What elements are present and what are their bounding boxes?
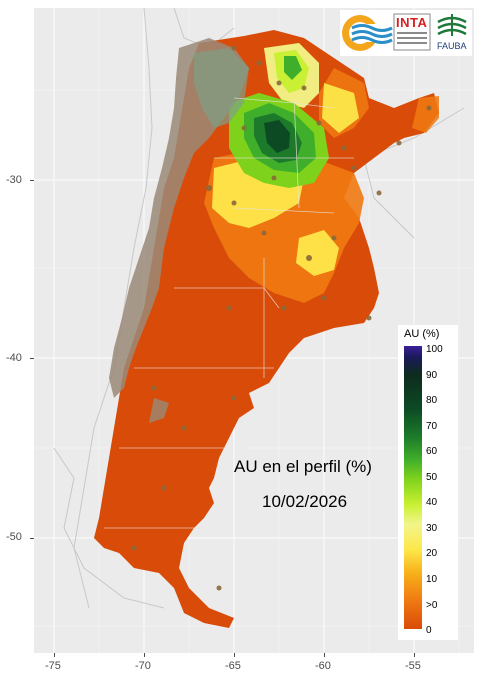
institution-logos: INTA FAUBA [340, 10, 472, 56]
legend-label: >0 [426, 600, 438, 611]
x-tick-label: -55 [405, 660, 421, 672]
legend-label: 50 [426, 472, 438, 483]
y-tick-mark [30, 180, 34, 181]
legend-label: 90 [426, 370, 438, 381]
logos-svg [342, 13, 468, 51]
y-tick-mark [30, 358, 34, 359]
province-borders [104, 97, 354, 529]
weather-stations [131, 45, 432, 591]
y-tick-label: -40 [6, 352, 22, 364]
inta-logo-text: INTA [396, 15, 428, 30]
y-tick-label: -50 [6, 531, 22, 543]
legend-label: 30 [426, 523, 438, 534]
x-tick-label: -60 [315, 660, 331, 672]
legend-color-bar [404, 346, 422, 629]
legend-label: 40 [426, 497, 438, 508]
legend-label: 100 [426, 344, 443, 355]
x-tick-mark [414, 653, 415, 657]
legend-label: 70 [426, 421, 438, 432]
legend-label: 60 [426, 446, 438, 457]
x-tick-label: -65 [225, 660, 241, 672]
x-tick-mark [144, 653, 145, 657]
x-tick-mark [54, 653, 55, 657]
x-tick-label: -70 [135, 660, 151, 672]
argentina-map [34, 8, 474, 653]
map-title: AU en el perfil (%) [234, 457, 372, 476]
legend-label: 80 [426, 395, 438, 406]
x-tick-mark [324, 653, 325, 657]
map-date: 10/02/2026 [262, 492, 348, 511]
legend-label: 20 [426, 548, 438, 559]
legend-label: 0 [426, 625, 432, 636]
y-tick-mark [30, 538, 34, 539]
y-tick-label: -30 [6, 174, 22, 186]
x-tick-mark [234, 653, 235, 657]
x-tick-label: -75 [45, 660, 61, 672]
fauba-logo-icon [436, 14, 468, 38]
wave-logo-icon [342, 15, 393, 51]
legend-label: 10 [426, 574, 438, 585]
fauba-logo-text: FAUBA [437, 41, 467, 51]
legend-title: AU (%) [404, 328, 440, 340]
legend: AU (%) 100 90 80 70 60 50 40 30 20 10 >0… [398, 325, 458, 640]
